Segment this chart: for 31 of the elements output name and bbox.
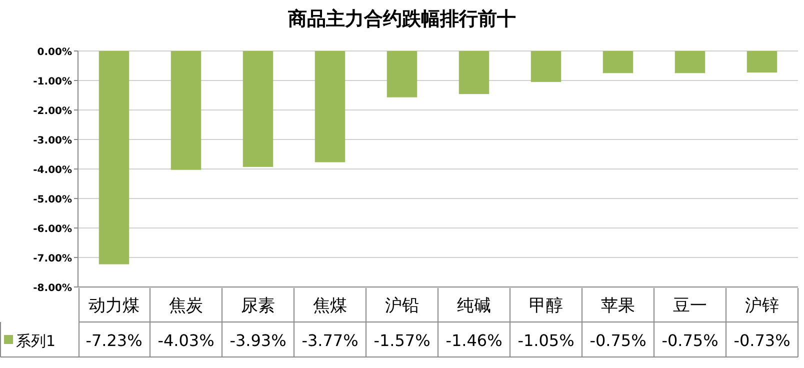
y-tick-label: -7.00% bbox=[33, 254, 72, 264]
legend-label: 系列1 bbox=[16, 332, 56, 350]
data-label: -4.03% bbox=[158, 331, 214, 350]
y-tick-label: -3.00% bbox=[33, 136, 72, 146]
data-label: -0.75% bbox=[662, 331, 718, 350]
y-tick-label: -5.00% bbox=[33, 194, 72, 206]
data-label: -0.73% bbox=[734, 331, 790, 350]
x-tick-label: 动力煤 bbox=[88, 296, 140, 316]
y-tick-label: -1.00% bbox=[33, 76, 72, 88]
data-label: -3.93% bbox=[230, 331, 286, 350]
data-label: -7.23% bbox=[86, 331, 142, 350]
data-label: -0.75% bbox=[590, 331, 646, 350]
x-tick-label: 沪铅 bbox=[385, 296, 419, 316]
y-tick-label: -8.00% bbox=[33, 283, 72, 294]
y-tick-label: -6.00% bbox=[33, 224, 72, 235]
x-tick-label: 豆一 bbox=[673, 296, 707, 316]
y-tick-label: 0.00% bbox=[37, 47, 72, 58]
data-label: -1.46% bbox=[446, 331, 502, 350]
x-tick-label: 纯碱 bbox=[457, 296, 491, 316]
x-tick-label: 焦炭 bbox=[169, 296, 203, 316]
x-tick-label: 焦煤 bbox=[313, 296, 347, 316]
y-tick-label: -2.00% bbox=[33, 106, 72, 117]
data-label: -1.05% bbox=[518, 331, 574, 350]
x-tick-label: 甲醇 bbox=[529, 296, 563, 316]
x-tick-label: 沪锌 bbox=[745, 296, 779, 316]
y-tick-label: -4.00% bbox=[33, 165, 72, 176]
chart-title: 商品主力合约跌幅排行前十 bbox=[287, 8, 516, 30]
data-label: -1.57% bbox=[374, 331, 430, 350]
x-tick-label: 尿素 bbox=[241, 296, 275, 316]
x-tick-label: 苹果 bbox=[601, 296, 635, 316]
data-label: -3.77% bbox=[302, 331, 358, 350]
